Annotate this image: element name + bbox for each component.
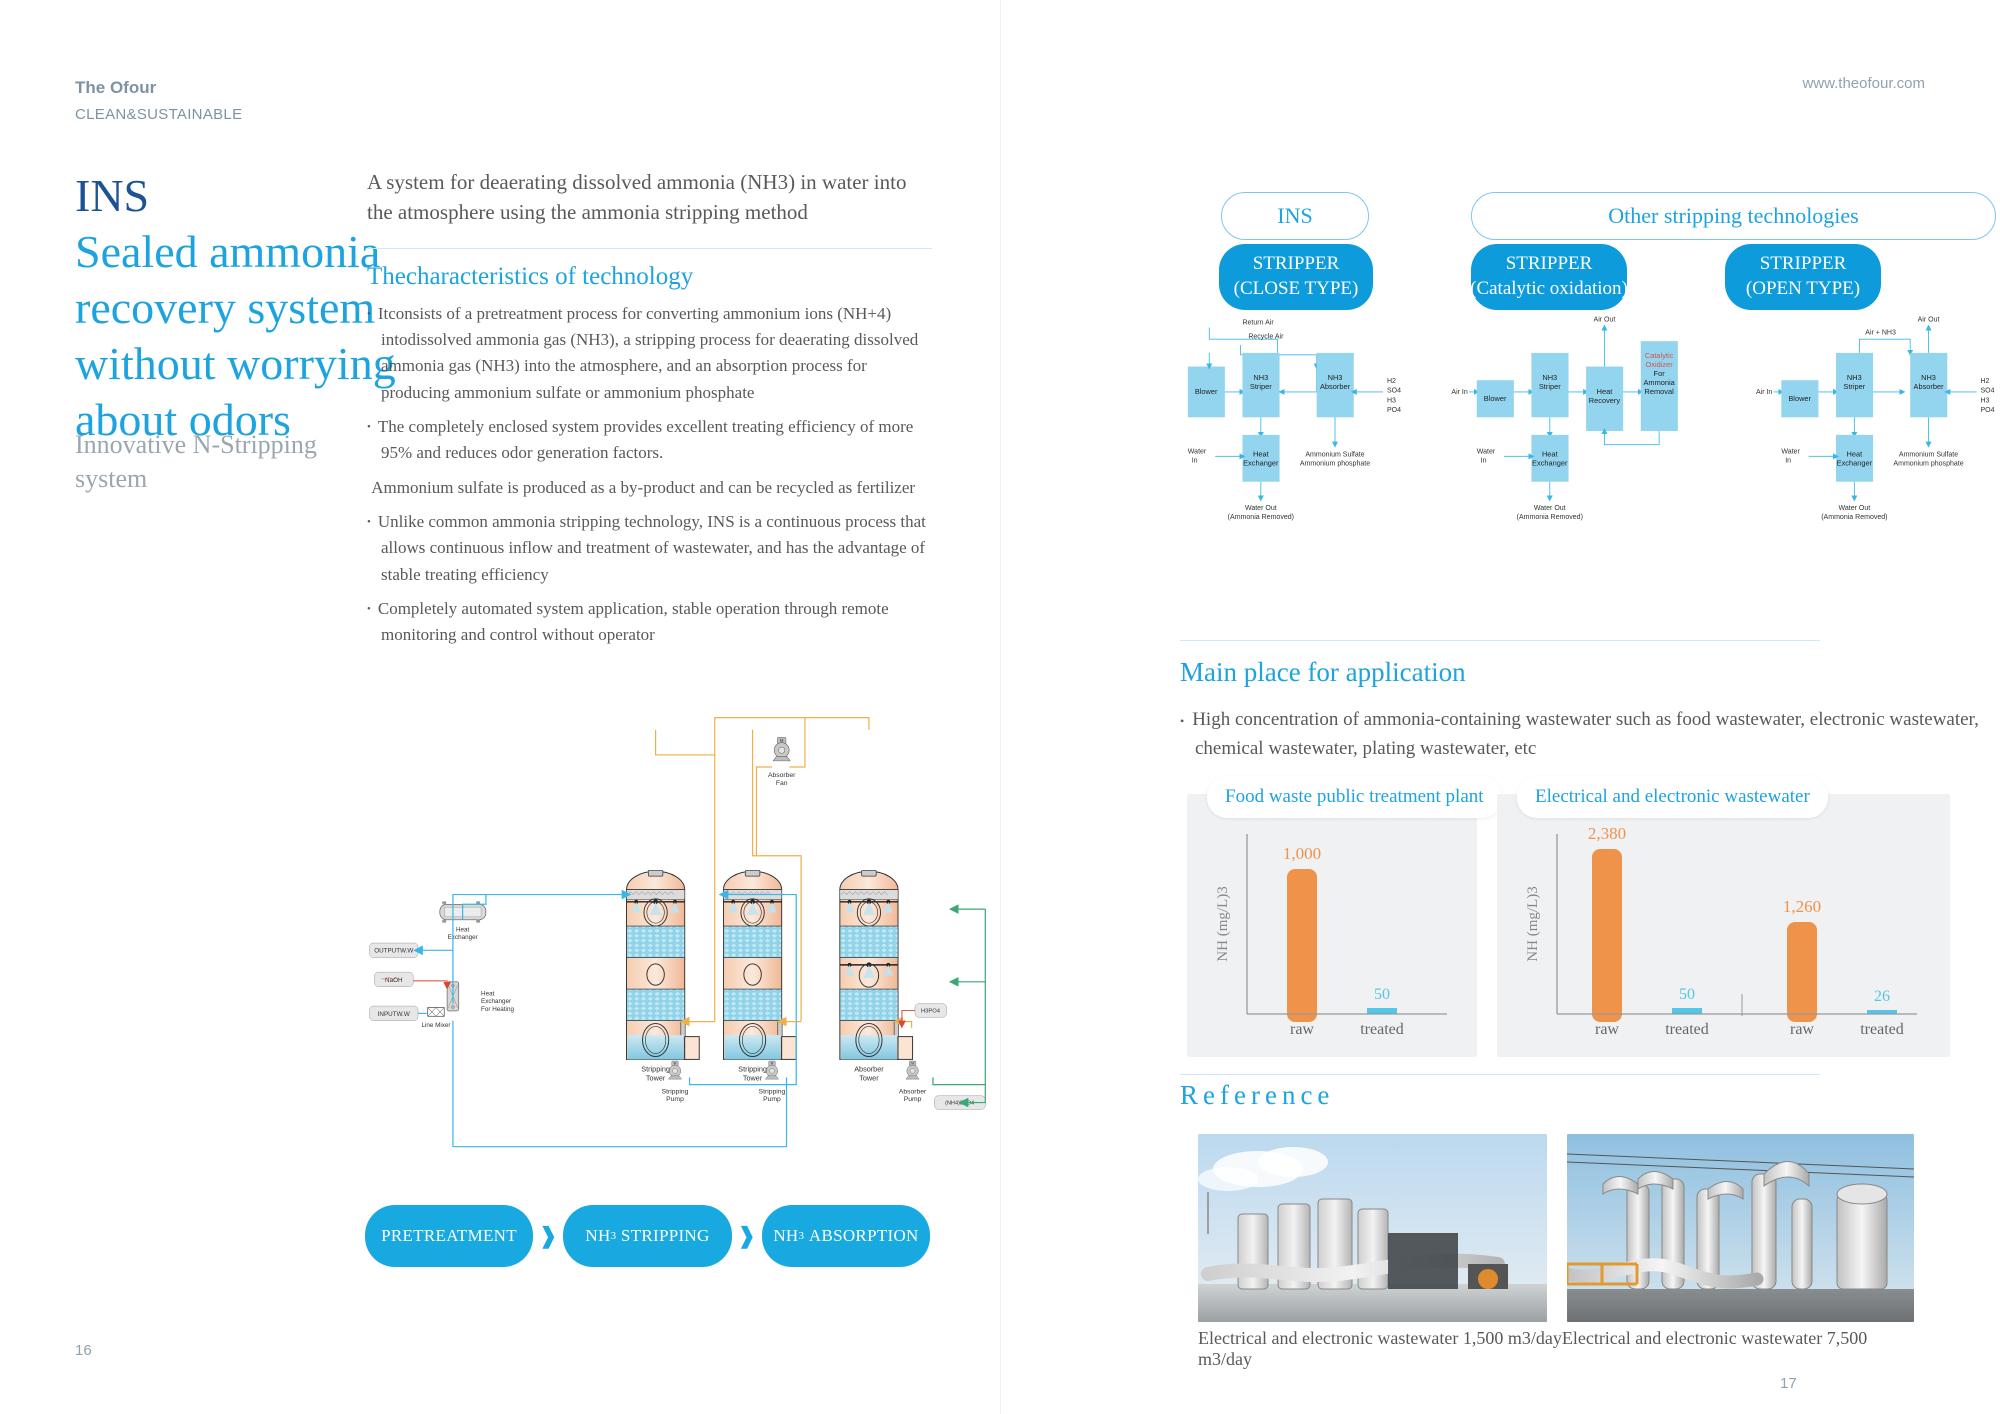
svg-text:H2: H2 [1387,378,1396,385]
svg-text:NH3: NH3 [1328,373,1343,382]
svg-text:Absorber: Absorber [768,772,796,779]
svg-text:Tower: Tower [859,1073,879,1082]
svg-text:Exchanger: Exchanger [448,934,478,941]
svg-text:For Heating: For Heating [481,1006,514,1013]
svg-text:H3: H3 [1980,397,1989,404]
svg-text:H3PO4: H3PO4 [921,1008,941,1014]
svg-text:Return Air: Return Air [1242,319,1274,326]
svg-text:Absorber: Absorber [1320,382,1351,391]
svg-text:Fan: Fan [776,780,788,787]
svg-text:Water Out: Water Out [1245,505,1277,512]
svg-text:Heat: Heat [1542,449,1558,458]
svg-text:Air In: Air In [1756,389,1772,396]
svg-text:Heat: Heat [456,926,470,933]
svg-text:Water Out: Water Out [1534,505,1566,512]
svg-text:Blower: Blower [1484,394,1507,403]
svg-text:Air Out: Air Out [1918,317,1940,324]
svg-text:Exchanger: Exchanger [1243,458,1279,467]
svg-text:Ammonium Sulfate: Ammonium Sulfate [1899,451,1958,458]
svg-text:50: 50 [1679,986,1695,1003]
svg-text:NH3: NH3 [1542,373,1557,382]
svg-text:Stripping: Stripping [738,1065,767,1074]
svg-text:Striper: Striper [1843,382,1865,391]
svg-text:Heat: Heat [1597,387,1613,396]
svg-text:SO4: SO4 [1387,388,1401,395]
svg-text:H3: H3 [1387,397,1396,404]
svg-text:Catalytic: Catalytic [1645,351,1674,360]
svg-text:For: For [1654,369,1666,378]
svg-text:Absorber: Absorber [899,1088,927,1095]
svg-text:Ammonium Sulfate: Ammonium Sulfate [1305,451,1364,458]
svg-text:Heat: Heat [1253,449,1269,458]
svg-text:treated: treated [1665,1021,1709,1038]
svg-text:Heat: Heat [481,990,495,997]
svg-text:treated: treated [1860,1021,1904,1038]
svg-text:Pump: Pump [666,1096,684,1103]
svg-text:Blower: Blower [1195,387,1218,396]
svg-text:Exchanger: Exchanger [1837,458,1873,467]
svg-text:Exchanger: Exchanger [481,998,511,1005]
svg-text:Air + NH3: Air + NH3 [1865,330,1896,337]
svg-text:INPUTW.W: INPUTW.W [378,1011,410,1018]
svg-text:Removal: Removal [1644,387,1674,396]
svg-text:In: In [1192,458,1198,465]
svg-text:Striper: Striper [1250,382,1272,391]
svg-text:Tower: Tower [646,1073,666,1082]
svg-text:Pump: Pump [904,1096,922,1103]
svg-text:26: 26 [1874,988,1890,1005]
svg-text:SO4: SO4 [1980,388,1994,395]
svg-text:NH3: NH3 [1921,373,1936,382]
svg-text:PO4: PO4 [1387,407,1401,414]
svg-text:(NH4)3PO4: (NH4)3PO4 [945,1100,974,1106]
svg-text:NH (mg/L)3: NH (mg/L)3 [1215,886,1231,961]
svg-text:Air Out: Air Out [1594,317,1616,324]
svg-text:NH3: NH3 [1253,373,1268,382]
svg-text:2,380: 2,380 [1588,824,1626,843]
svg-text:raw: raw [1290,1021,1314,1038]
svg-text:Recycle Air: Recycle Air [1248,333,1284,340]
svg-text:Tower: Tower [743,1073,763,1082]
svg-text:Recovery: Recovery [1589,396,1621,405]
svg-text:Water: Water [1781,449,1800,456]
svg-text:Ammonium phosphate: Ammonium phosphate [1893,460,1963,467]
svg-text:Water: Water [1477,449,1496,456]
svg-text:OUTPUTW.W: OUTPUTW.W [374,948,413,955]
svg-text:Water: Water [1188,449,1207,456]
svg-text:NH (mg/L)3: NH (mg/L)3 [1525,886,1541,961]
svg-text:Absorber: Absorber [1914,382,1945,391]
svg-text:raw: raw [1790,1021,1814,1038]
svg-text:Oxidizer: Oxidizer [1646,360,1674,369]
svg-text:In: In [1785,458,1791,465]
svg-text:Heat: Heat [1847,449,1863,458]
svg-text:treated: treated [1360,1021,1404,1038]
svg-text:1,000: 1,000 [1283,844,1321,863]
svg-text:NH3: NH3 [1847,373,1862,382]
svg-text:Striper: Striper [1539,382,1561,391]
svg-text:Pump: Pump [763,1096,781,1103]
svg-text:(Ammonia Removed): (Ammonia Removed) [1228,514,1294,521]
svg-text:50: 50 [1374,986,1390,1003]
svg-text:H2: H2 [1980,378,1989,385]
svg-text:Stripping: Stripping [641,1065,670,1074]
svg-text:Exchanger: Exchanger [1532,458,1568,467]
svg-text:Stripping: Stripping [759,1088,786,1095]
svg-text:1,260: 1,260 [1783,897,1821,916]
svg-text:Blower: Blower [1788,394,1811,403]
svg-text:Ammonia: Ammonia [1643,378,1675,387]
svg-text:Air In: Air In [1451,389,1467,396]
svg-text:Line Mixer: Line Mixer [421,1022,450,1029]
svg-text:Ammonium phosphate: Ammonium phosphate [1300,460,1370,467]
svg-text:Water Out: Water Out [1838,505,1870,512]
svg-text:Stripping: Stripping [662,1088,689,1095]
svg-text:raw: raw [1595,1021,1619,1038]
svg-text:(Ammonia Removed): (Ammonia Removed) [1821,514,1887,521]
svg-text:(Ammonia Removed): (Ammonia Removed) [1517,514,1583,521]
svg-text:In: In [1481,458,1487,465]
svg-text:Absorber: Absorber [854,1065,884,1074]
svg-text:PO4: PO4 [1980,407,1994,414]
